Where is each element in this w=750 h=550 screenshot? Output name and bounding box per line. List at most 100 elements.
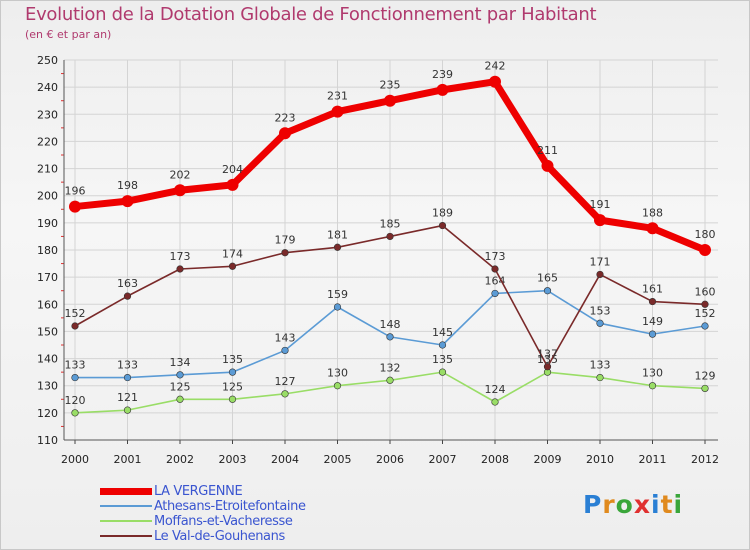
data-point (543, 363, 552, 371)
data-point (699, 244, 711, 256)
x-tick-label: 2001 (114, 453, 142, 466)
data-point (174, 184, 186, 197)
logo-letter: i (673, 490, 684, 519)
data-point (543, 287, 552, 295)
legend-label: Moffans-et-Vacheresse (154, 514, 293, 529)
data-point (123, 406, 132, 414)
data-label: 196 (65, 185, 86, 198)
data-label: 173 (485, 250, 506, 263)
data-point (438, 368, 447, 376)
data-label: 124 (485, 383, 506, 396)
y-tick-label: 170 (37, 271, 58, 284)
data-label: 152 (65, 307, 86, 320)
x-tick-label: 2000 (61, 453, 89, 466)
data-label: 223 (275, 111, 296, 124)
y-tick-label: 180 (37, 244, 58, 257)
x-tick-label: 2007 (429, 453, 457, 466)
data-label: 185 (380, 217, 401, 230)
data-point (489, 75, 501, 88)
logo-letter: i (651, 490, 661, 519)
data-point (228, 395, 237, 403)
x-tick-label: 2003 (219, 453, 247, 466)
data-point (226, 178, 239, 191)
data-point (386, 333, 394, 341)
data-point (491, 265, 499, 273)
data-point (491, 398, 499, 406)
y-tick-label: 140 (37, 353, 58, 366)
data-point (491, 289, 499, 298)
data-label: 164 (485, 274, 506, 287)
data-point (438, 341, 447, 349)
data-label: 125 (170, 380, 191, 393)
data-label: 202 (170, 168, 191, 181)
y-tick-label: 130 (37, 380, 58, 393)
data-point (279, 127, 291, 140)
legend-label: LA VERGENNE (154, 484, 243, 499)
data-point (121, 195, 134, 208)
data-point (281, 346, 289, 355)
data-point (386, 232, 394, 241)
data-label: 161 (642, 283, 663, 296)
data-point (386, 376, 394, 384)
data-point (646, 222, 659, 235)
legend-swatch (100, 488, 152, 495)
data-label: 132 (380, 361, 401, 374)
data-point (438, 221, 447, 230)
x-tick-label: 2010 (586, 453, 614, 466)
data-point (701, 300, 709, 308)
data-label: 165 (537, 272, 558, 285)
data-label: 152 (695, 307, 716, 320)
logo-letter: o (615, 490, 634, 519)
logo-letter: P (583, 490, 603, 519)
x-tick-label: 2005 (324, 453, 352, 466)
data-label: 211 (537, 144, 558, 157)
y-tick-label: 110 (37, 434, 58, 447)
logo-letter: r (602, 490, 616, 519)
data-label: 159 (327, 288, 348, 301)
y-tick-label: 240 (37, 81, 58, 94)
data-point (71, 373, 79, 382)
legend-swatch (100, 535, 152, 537)
data-label: 127 (275, 375, 296, 388)
y-tick-label: 200 (37, 190, 58, 203)
data-label: 180 (695, 228, 716, 241)
data-label: 143 (275, 331, 296, 344)
data-label: 239 (432, 68, 453, 81)
chart-subtitle: (en € et par an) (25, 28, 112, 41)
x-tick-label: 2011 (639, 453, 667, 466)
logo-letter: x (633, 490, 651, 519)
data-label: 242 (485, 60, 506, 73)
proxiti-logo: Proxiti (583, 490, 683, 519)
data-label: 130 (327, 367, 348, 380)
data-label: 125 (222, 380, 243, 393)
data-label: 163 (117, 277, 138, 290)
data-label: 137 (537, 348, 558, 361)
data-point (333, 303, 342, 311)
data-point (176, 265, 184, 273)
data-label: 153 (590, 304, 611, 317)
data-label: 120 (65, 394, 86, 407)
data-label: 129 (695, 369, 716, 382)
y-tick-label: 250 (37, 54, 58, 67)
data-label: 171 (590, 255, 611, 268)
data-point (648, 330, 657, 338)
data-point (596, 373, 604, 382)
chart-title: Evolution de la Dotation Globale de Fonc… (25, 4, 597, 25)
data-label: 198 (117, 179, 138, 192)
x-tick-label: 2004 (271, 453, 299, 466)
data-label: 189 (432, 207, 453, 220)
legend-swatch (100, 505, 152, 507)
data-label: 181 (327, 228, 348, 241)
data-point (69, 200, 81, 213)
data-label: 148 (380, 318, 401, 331)
data-point (333, 382, 342, 390)
data-point (596, 319, 604, 327)
legend-swatch (100, 520, 152, 522)
legend-label: Athesans-Etroitefontaine (154, 499, 306, 514)
data-label: 135 (222, 353, 243, 366)
data-point (123, 292, 132, 300)
y-tick-label: 150 (37, 325, 58, 338)
data-label: 204 (222, 163, 243, 176)
